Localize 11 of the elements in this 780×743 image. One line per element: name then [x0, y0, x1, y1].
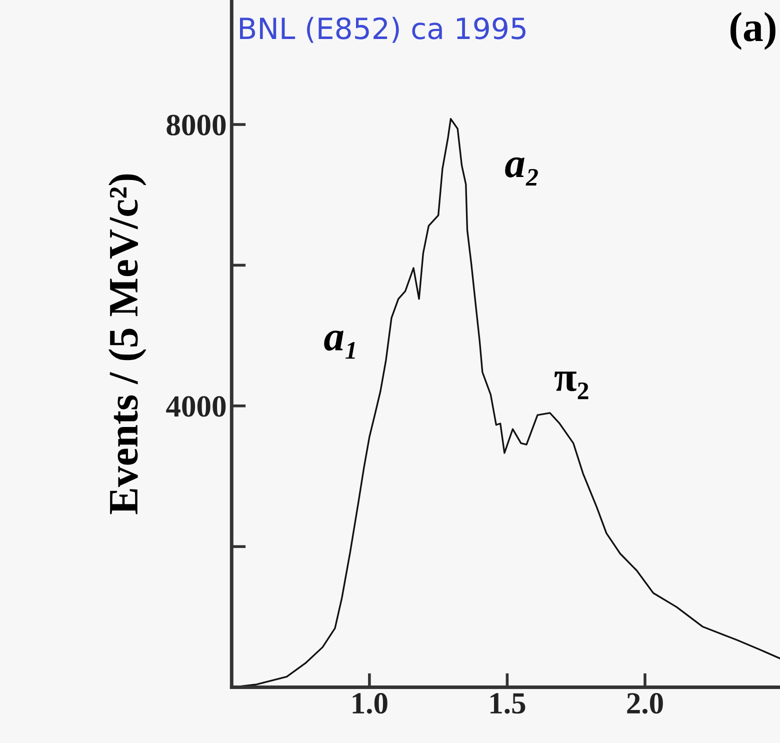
annotation: a₁: [324, 330, 355, 359]
annotation: π₂: [554, 372, 588, 400]
x-tick-label: 1.5: [490, 693, 526, 714]
text: BNL (E852) ca 1995: [240, 16, 526, 43]
x-tick-label: 1.0: [352, 693, 388, 714]
annotation: (a): [730, 12, 776, 50]
y-axis-title: Events / (5 MeV/c²): [108, 174, 146, 514]
y-tick-label: 8000: [166, 114, 226, 136]
x-tick-label: 2.0: [627, 693, 663, 714]
annotation: a₂: [505, 157, 538, 186]
y-tick-label: 4000: [166, 396, 226, 417]
